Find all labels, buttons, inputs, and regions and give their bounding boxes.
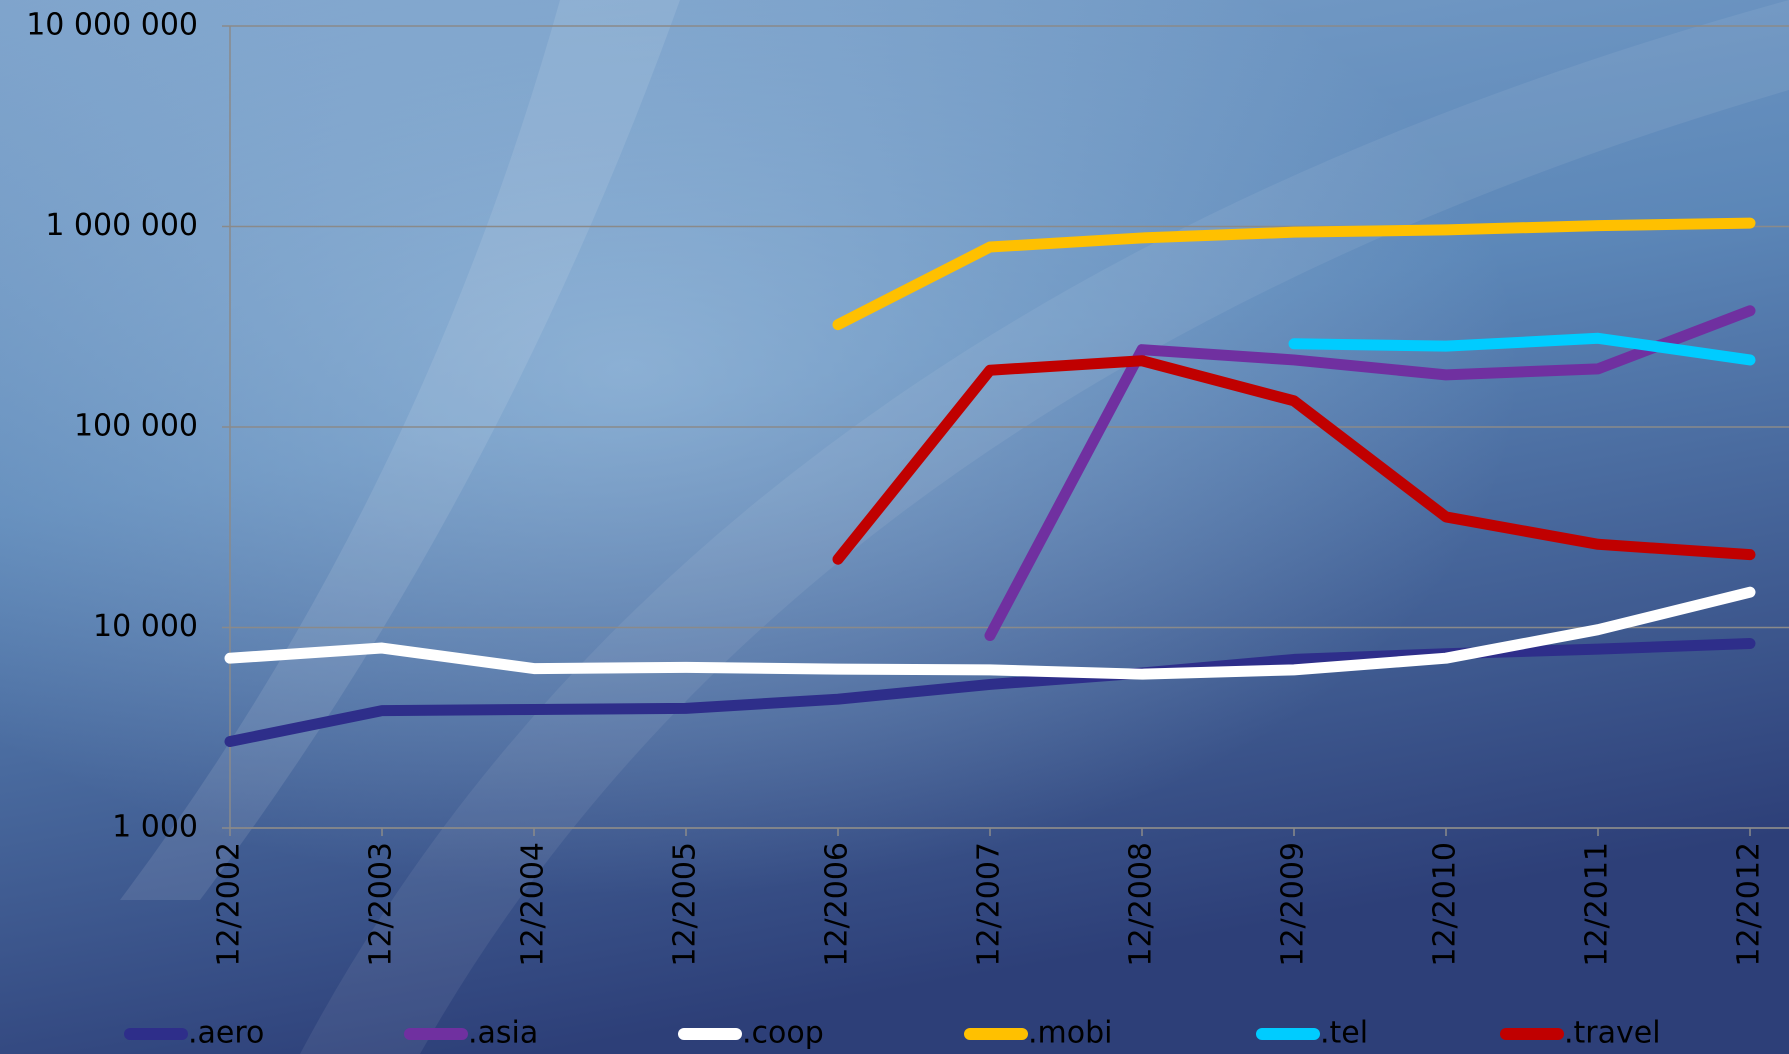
legend-label: .aero [188,1016,264,1051]
x-tick-label: 12/2011 [1580,842,1615,967]
y-tick-label: 1 000 [112,810,198,845]
legend-label: .travel [1564,1016,1661,1051]
legend-label: .tel [1320,1016,1368,1051]
x-tick-label: 12/2004 [516,842,551,967]
y-tick-label: 10 000 [93,609,198,644]
y-tick-label: 10 000 000 [26,8,198,43]
x-tick-label: 12/2012 [1732,842,1767,967]
y-tick-label: 1 000 000 [45,208,198,243]
legend-label: .asia [468,1016,538,1051]
x-tick-label: 12/2007 [972,842,1007,967]
x-tick-label: 12/2006 [820,842,855,967]
x-tick-label: 12/2008 [1124,842,1159,967]
x-tick-label: 12/2010 [1428,842,1463,967]
x-tick-label: 12/2002 [212,842,247,967]
x-tick-label: 12/2003 [364,842,399,967]
x-tick-label: 12/2009 [1276,842,1311,967]
legend-label: .mobi [1028,1016,1113,1051]
legend-label: .coop [742,1016,824,1051]
chart: 1 000 10 000 100 000 1 000 000 10 000 000 12/… [0,0,1789,1054]
x-tick-label: 12/2005 [668,842,703,967]
y-tick-label: 100 000 [74,409,198,444]
